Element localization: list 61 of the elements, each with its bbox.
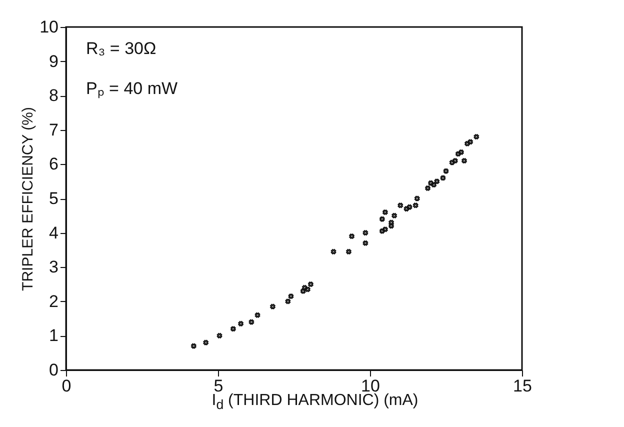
- point: [191, 343, 196, 349]
- point: [380, 216, 385, 222]
- point: [285, 298, 291, 304]
- point: [270, 304, 276, 310]
- point: [305, 286, 310, 292]
- point: [248, 319, 254, 325]
- point: [412, 202, 418, 208]
- y-axis-title: TRIPLER EFFICIENCY (%): [20, 107, 37, 291]
- point: [380, 228, 385, 234]
- point: [398, 202, 404, 208]
- point: [392, 213, 397, 218]
- point: [468, 139, 473, 145]
- y-tick-label: 7: [49, 120, 58, 140]
- point: [452, 158, 458, 164]
- point: [362, 240, 368, 246]
- y-tick-label: 1: [49, 326, 58, 346]
- point: [300, 288, 306, 294]
- point: [414, 196, 420, 202]
- point: [230, 326, 236, 332]
- point: [346, 249, 352, 254]
- y-tick-label: 0: [49, 360, 58, 380]
- point: [302, 285, 308, 290]
- point: [449, 160, 455, 166]
- x-tick-label: 15: [513, 376, 532, 396]
- point: [464, 140, 470, 146]
- point: [288, 294, 294, 299]
- y-tick-label: 3: [49, 258, 58, 277]
- y-tick-label: 2: [49, 292, 58, 311]
- point: [456, 151, 461, 157]
- point: [434, 178, 440, 184]
- y-tick-label: 9: [49, 52, 58, 71]
- point: [406, 204, 412, 210]
- y-tick-label: 5: [49, 189, 58, 208]
- point: [431, 182, 436, 188]
- point: [330, 249, 336, 254]
- point: [388, 223, 394, 229]
- point: [425, 186, 430, 191]
- x-tick-label: 0: [62, 376, 72, 396]
- annotation: Pₚ = 40 mW: [86, 79, 178, 99]
- point: [362, 230, 368, 236]
- y-tick-label: 4: [49, 223, 58, 242]
- point: [388, 220, 394, 226]
- point: [404, 206, 410, 212]
- point: [462, 158, 467, 164]
- point: [474, 134, 480, 140]
- point: [382, 226, 388, 232]
- point: [443, 168, 449, 174]
- point: [254, 312, 260, 318]
- y-tick-label: 6: [49, 154, 58, 174]
- point: [216, 333, 222, 338]
- y-tick-label: 8: [49, 86, 58, 106]
- point: [382, 210, 388, 215]
- point: [428, 180, 434, 186]
- point: [349, 234, 354, 239]
- point: [308, 282, 314, 287]
- point: [203, 340, 208, 346]
- point: [238, 321, 244, 326]
- point: [458, 150, 464, 155]
- annotation: R₃ = 30Ω: [86, 39, 156, 58]
- point: [440, 175, 446, 181]
- y-tick-label: 10: [40, 18, 58, 36]
